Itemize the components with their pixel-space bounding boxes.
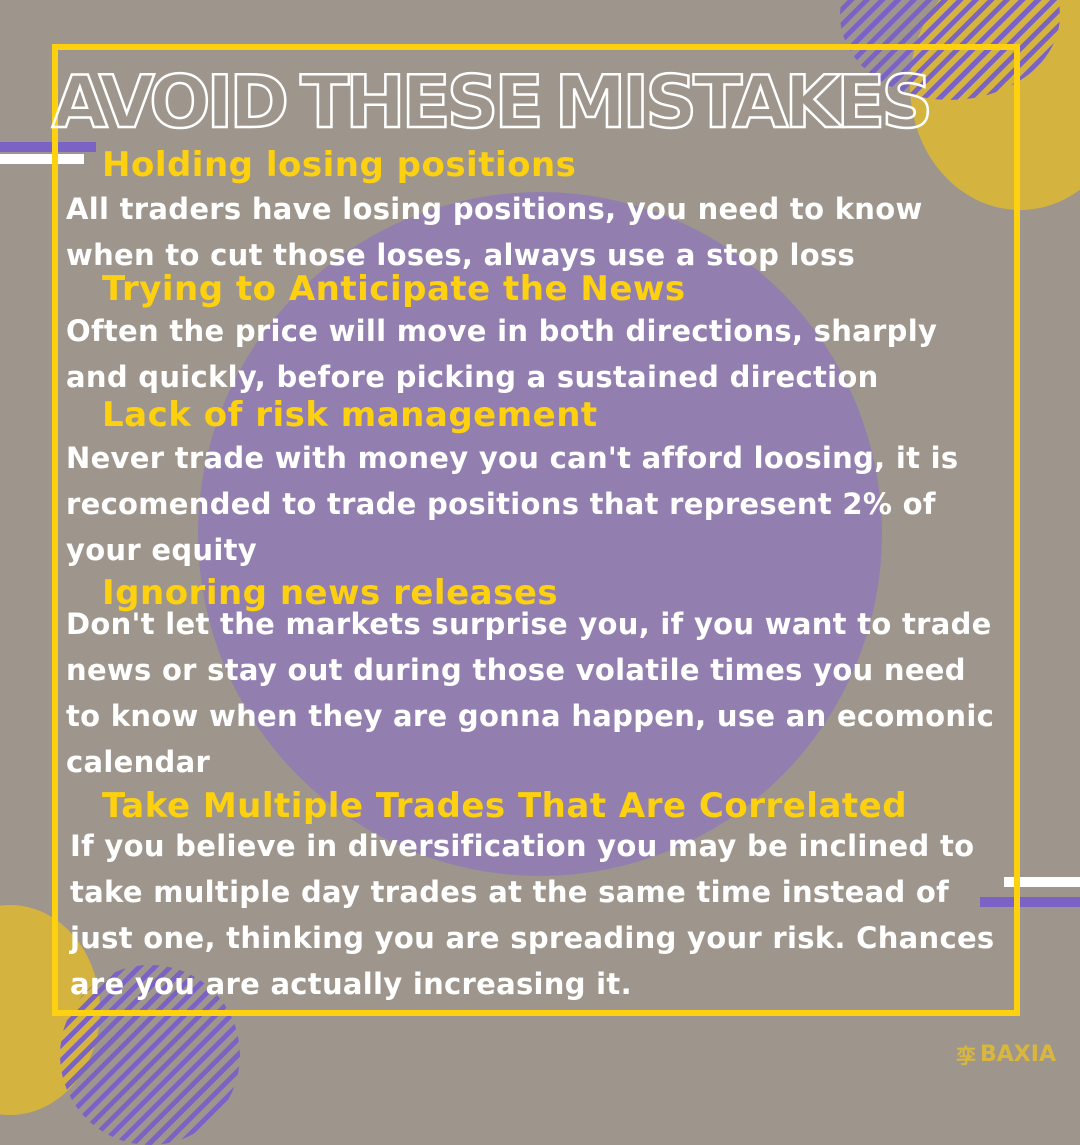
section-body-4: Don't let the markets surprise you, if y… [66, 607, 995, 779]
purple-circle-decoration [198, 192, 882, 876]
purple-bar-left [0, 142, 96, 152]
section-heading-3: Lack of risk management [102, 395, 598, 435]
section-heading-5: Take Multiple Trades That Are Correlated [102, 786, 908, 826]
yellow-frame [52, 44, 1020, 1016]
baxia-logo-mark-icon: 孪 [956, 1044, 976, 1068]
section-body-3: Never trade with money you can't afford … [66, 441, 959, 567]
page-title: AVOID THESE MISTAKES [51, 60, 935, 144]
section-heading-1: Holding losing positions [102, 145, 577, 185]
baxia-logo: 孪 BAXIA [956, 1040, 1056, 1069]
section-body-1: All traders have losing positions, you n… [66, 192, 923, 272]
section-heading-4: Ignoring news releases [102, 573, 559, 613]
section-heading-2: Trying to Anticipate the News [102, 269, 686, 309]
white-bar-left [0, 154, 84, 164]
section-body-2: Often the price will move in both direct… [66, 314, 938, 394]
section-body-5: If you believe in diversification you ma… [70, 829, 995, 1001]
purple-bar-right [980, 897, 1080, 907]
logo-text: BAXIA [980, 1042, 1056, 1067]
white-bar-right [1004, 877, 1080, 887]
